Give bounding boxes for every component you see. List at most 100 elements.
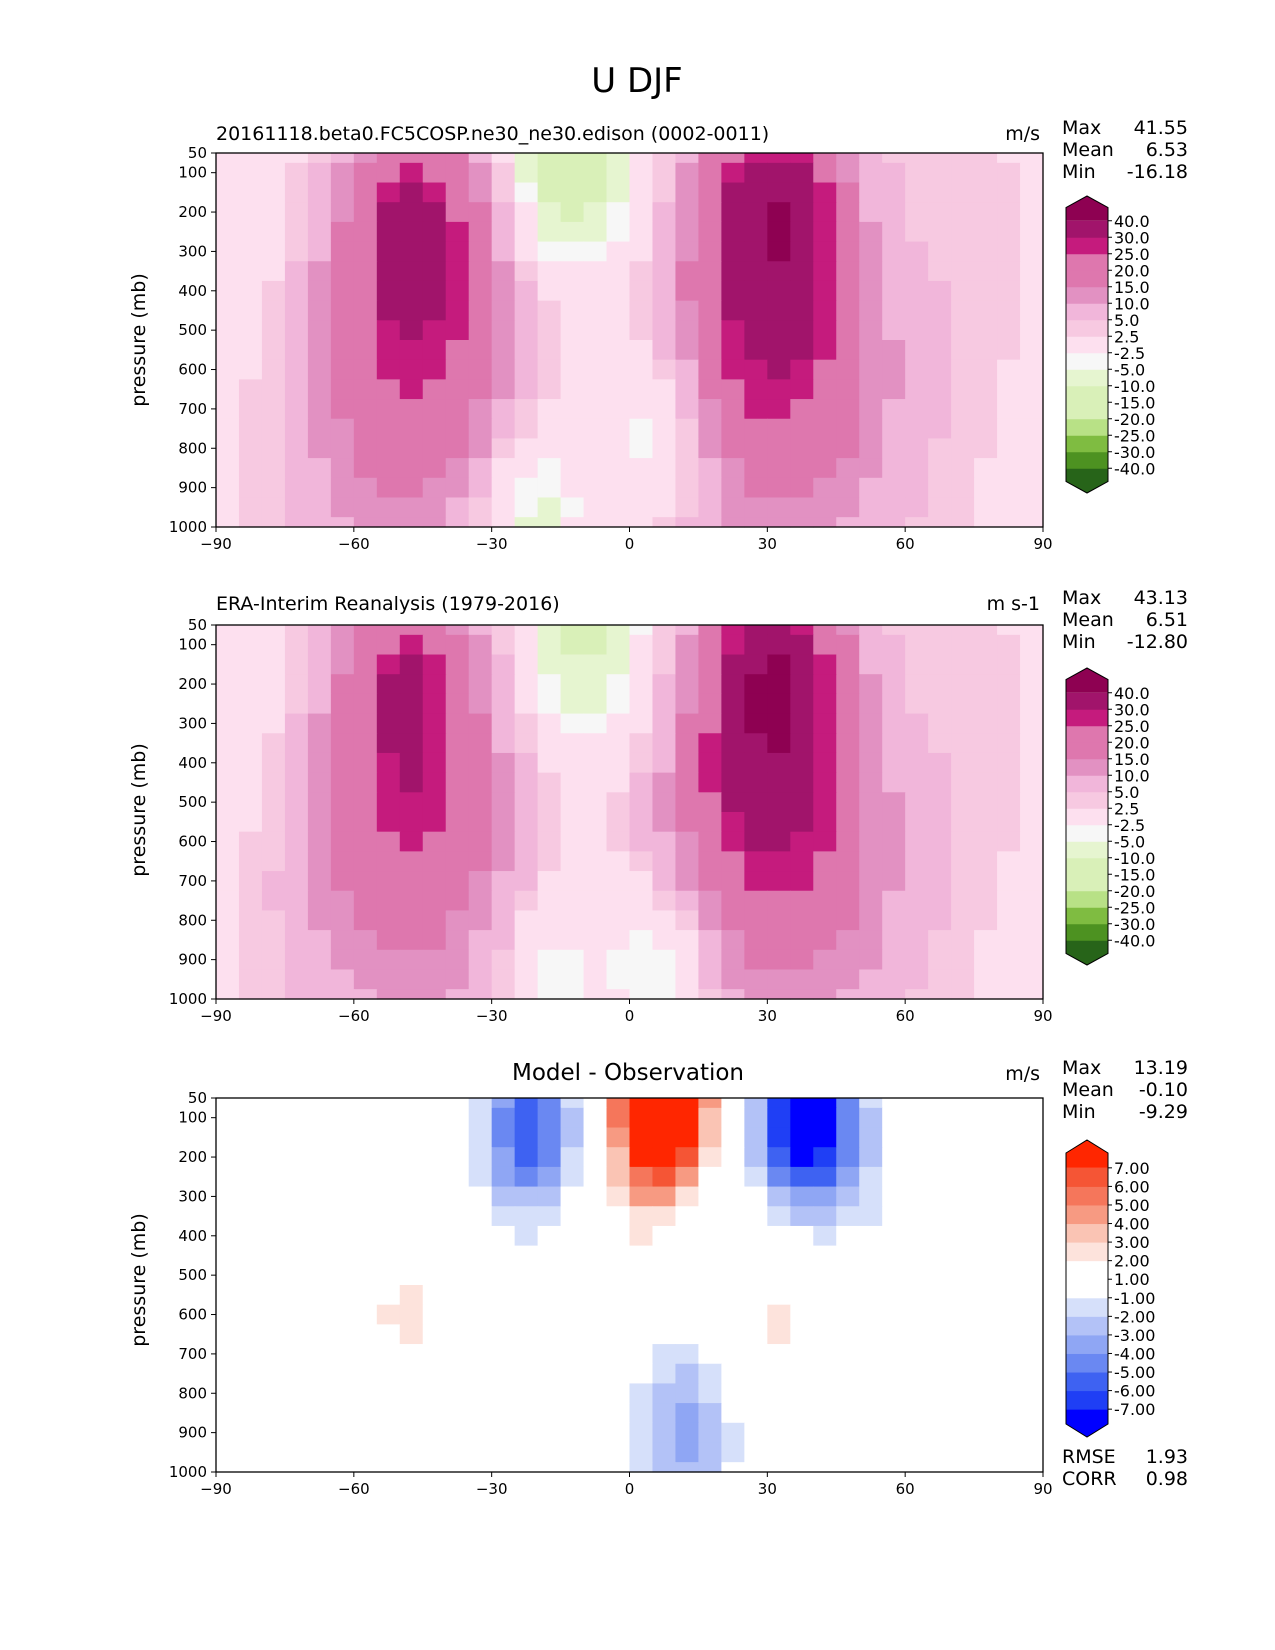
field-cell: [606, 418, 631, 440]
field-cell: [767, 910, 791, 931]
field-cell: [882, 831, 906, 852]
field-cell: [353, 969, 378, 990]
field-cell: [399, 1462, 424, 1473]
field-cell: [606, 1344, 631, 1365]
field-cell: [698, 497, 722, 518]
field-cell: [951, 261, 975, 282]
field-cell: [468, 752, 493, 774]
field-cell: [767, 812, 791, 833]
field-cell: [836, 1422, 860, 1444]
field-cell: [928, 241, 952, 262]
field-cell: [537, 1127, 562, 1148]
field-cell: [675, 458, 700, 479]
field-cell: [330, 890, 355, 912]
field-cell: [974, 772, 998, 793]
field-cell: [675, 1206, 700, 1227]
field-cell: [629, 1324, 654, 1345]
field-cell: [698, 517, 722, 528]
field-cell: [216, 458, 240, 479]
field-cell: [721, 1098, 745, 1109]
field-cell: [675, 930, 700, 951]
field-cell: [905, 1304, 929, 1325]
field-cell: [974, 202, 998, 223]
field-cell: [836, 1186, 860, 1207]
field-cell: [238, 1285, 263, 1306]
field-cell: [836, 1324, 860, 1345]
field-cell: [399, 300, 424, 321]
field-cell: [997, 477, 1021, 499]
field-cell: [445, 1304, 470, 1325]
field-cell: [767, 625, 791, 636]
field-cell: [491, 1285, 516, 1306]
field-cell: [376, 1442, 401, 1463]
field-cell: [261, 458, 286, 479]
field-cell: [629, 221, 654, 243]
field-cell: [997, 1324, 1021, 1345]
field-cell: [905, 1422, 929, 1444]
field-cell: [560, 477, 585, 499]
field-cell: [629, 1147, 654, 1168]
field-cell: [445, 202, 470, 223]
field-cell: [790, 340, 814, 361]
field-cell: [445, 772, 470, 793]
field-cell: [629, 340, 654, 361]
field-cell: [652, 1442, 677, 1463]
field-cell: [905, 477, 929, 499]
field-cell: [997, 1098, 1021, 1109]
field-cell: [514, 851, 539, 872]
field-cell: [629, 261, 654, 282]
field-cell: [606, 162, 631, 184]
field-cell: [859, 1265, 883, 1286]
field-cell: [790, 890, 814, 912]
field-cell: [422, 379, 447, 400]
field-cell: [928, 1462, 952, 1473]
field-cell: [468, 1166, 493, 1188]
field-cell: [261, 851, 286, 872]
field-cell: [928, 792, 952, 813]
field-cell: [399, 1245, 424, 1266]
field-cell: [721, 418, 745, 440]
field-cell: [560, 831, 585, 852]
colorbar-tick-label: -2.5: [1114, 816, 1145, 835]
field-cell: [560, 1206, 585, 1227]
field-cell: [583, 300, 608, 321]
field-cell: [560, 634, 585, 656]
field-cell: [514, 1363, 539, 1385]
field-cell: [675, 693, 700, 715]
field-cell: [560, 1127, 585, 1148]
field-cell: [583, 340, 608, 361]
x-tick-label: −90: [200, 1480, 232, 1498]
field-cell: [951, 752, 975, 774]
field-cell: [905, 625, 929, 636]
panel-reference: ERA-Interim Reanalysis (1979-2016) m s-1…: [128, 587, 1188, 1025]
field-cell: [836, 831, 860, 852]
field-cell: [721, 693, 745, 715]
field-cell: [583, 733, 608, 754]
field-cell: [859, 359, 883, 380]
field-cell: [583, 1462, 608, 1473]
stat-min-label: Min: [1062, 161, 1096, 183]
colorbar-tick-label: -25.0: [1114, 426, 1155, 445]
field-cell: [284, 1107, 309, 1129]
field-cell: [859, 202, 883, 223]
field-cell: [468, 871, 493, 892]
field-cell: [744, 1363, 768, 1385]
stat-min-value: -12.80: [1127, 631, 1188, 653]
field-cell: [537, 1186, 562, 1207]
colorbar-segment: [1066, 451, 1108, 469]
field-cell: [974, 1225, 998, 1247]
field-cell: [928, 654, 952, 675]
field-cell: [238, 477, 263, 499]
field-cell: [813, 733, 837, 754]
field-cell: [307, 399, 332, 420]
field-cell: [399, 477, 424, 499]
field-cell: [813, 625, 837, 636]
x-tick-label: 30: [758, 1007, 777, 1025]
stat-mean-label: Mean: [1062, 1079, 1114, 1101]
field-cell: [399, 1344, 424, 1365]
field-cell: [468, 674, 493, 695]
field-cell: [1020, 1098, 1044, 1109]
field-cell: [330, 1383, 355, 1404]
field-cell: [560, 1462, 585, 1473]
field-cell: [216, 831, 240, 852]
